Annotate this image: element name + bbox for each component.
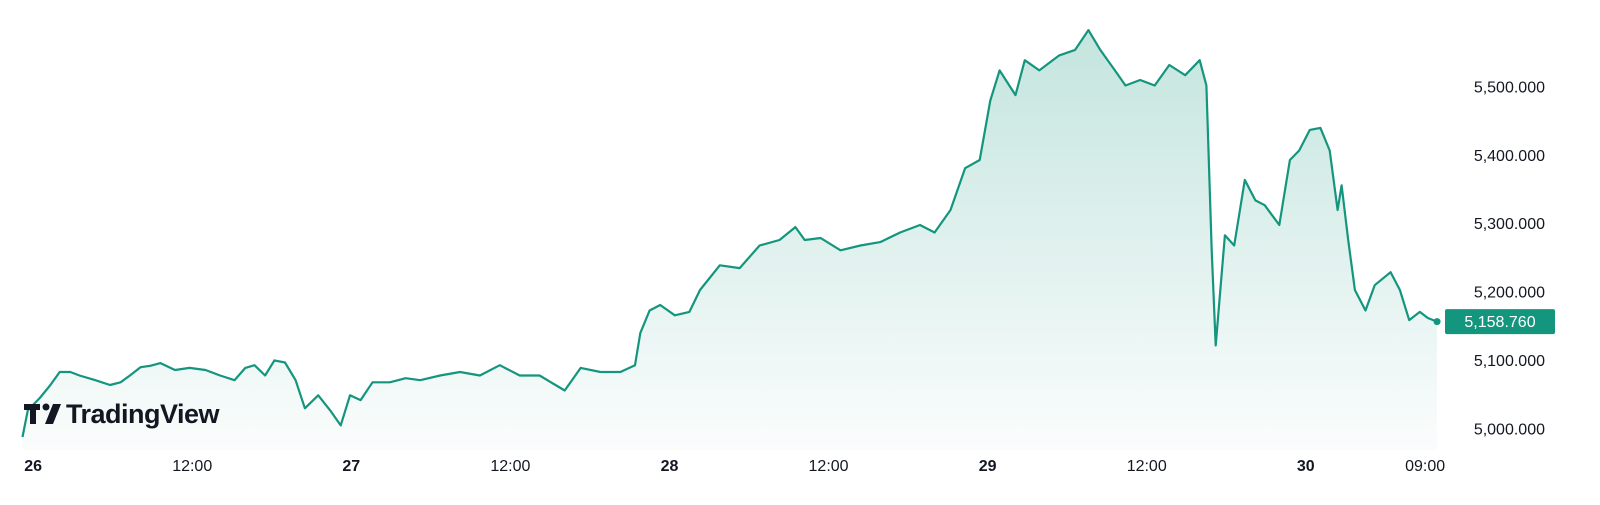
- plot-area: [21, 29, 1441, 450]
- x-tick-label: 26: [24, 458, 42, 475]
- price-line: [21, 29, 1438, 438]
- area-fill: [22, 30, 1437, 450]
- y-tick-label: 5,400.000: [1474, 148, 1545, 165]
- price-badge: [1445, 309, 1555, 335]
- x-tick-label: 28: [661, 458, 679, 475]
- watermark: TradingView: [24, 399, 221, 429]
- x-tick-label: 27: [342, 458, 360, 475]
- axes: 5,000.000 5,100.000 5,200.000 5,300.000 5,40…: [24, 79, 1555, 475]
- x-tick-label: 12:00: [172, 458, 212, 475]
- y-tick-label: 5,000.000: [1474, 421, 1545, 438]
- watermark-text: TradingView: [66, 399, 221, 429]
- price-badge-label: 5,158.760: [1464, 314, 1535, 331]
- x-tick-label: 12:00: [490, 458, 530, 475]
- x-tick-label: 12:00: [1127, 458, 1167, 475]
- y-tick-label: 5,300.000: [1474, 216, 1545, 233]
- y-tick-label: 5,500.000: [1474, 79, 1545, 96]
- y-tick-label: 5,200.000: [1474, 285, 1545, 302]
- x-tick-label: 12:00: [809, 458, 849, 475]
- x-tick-label: 29: [979, 458, 997, 475]
- logo-icon: [24, 403, 61, 424]
- x-tick-label: 30: [1297, 458, 1315, 475]
- y-tick-label: 5,100.000: [1474, 353, 1545, 370]
- last-point: [1433, 318, 1441, 326]
- x-tick-label: 09:00: [1405, 458, 1445, 475]
